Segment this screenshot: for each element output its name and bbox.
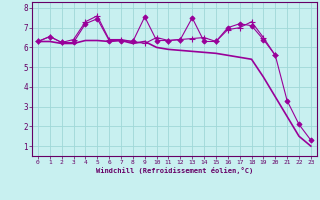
X-axis label: Windchill (Refroidissement éolien,°C): Windchill (Refroidissement éolien,°C): [96, 167, 253, 174]
